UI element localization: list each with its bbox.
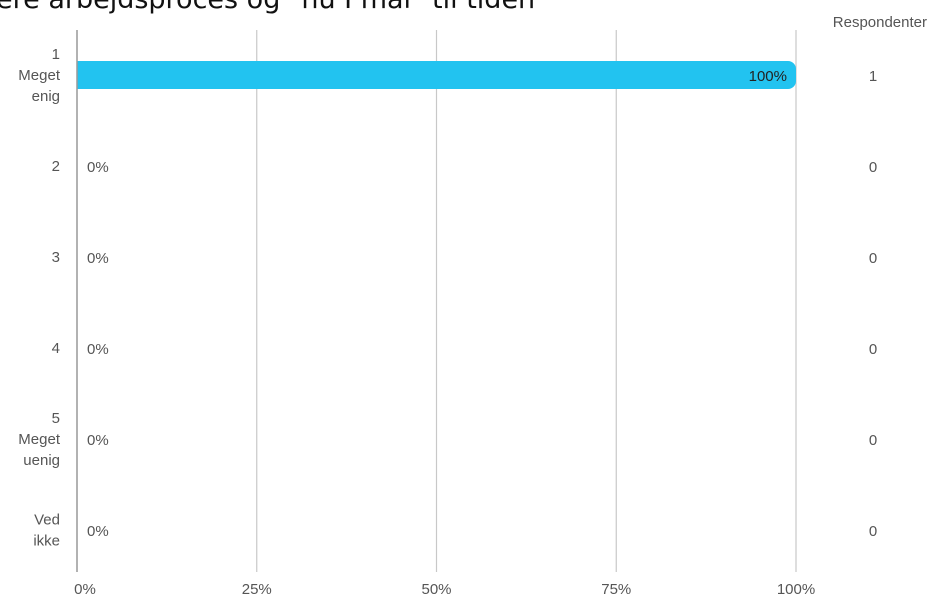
category-label-0-1: Meget (18, 67, 61, 84)
x-tick-label-2: 50% (421, 581, 451, 598)
category-label-5-1: ikke (33, 533, 60, 550)
value-label-3: 0% (87, 341, 109, 358)
value-label-2: 0% (87, 250, 109, 267)
respondent-count-3: 0 (869, 341, 877, 358)
value-label-1: 0% (87, 159, 109, 176)
category-label-3-0: 4 (52, 340, 60, 357)
chart-title: ere arbejdsproces og "nu I mål" til tide… (0, 0, 535, 13)
bar-0 (77, 61, 796, 89)
category-label-4-0: 5 (52, 410, 60, 427)
category-labels: 1 Meget enig 2 3 4 5 Meget uenig Ved ikke (18, 46, 61, 550)
bars (77, 61, 796, 89)
category-label-0-2: enig (32, 88, 60, 105)
value-label-4: 0% (87, 432, 109, 449)
x-tick-label-1: 25% (242, 581, 272, 598)
respondent-count-2: 0 (869, 250, 877, 267)
respondent-counts: 1 0 0 0 0 0 (869, 68, 877, 540)
category-label-0-0: 1 (52, 46, 60, 63)
category-label-4-1: Meget (18, 431, 61, 448)
value-labels: 100% 0% 0% 0% 0% 0% (87, 68, 787, 540)
category-label-2-0: 3 (52, 249, 60, 266)
gridlines (256, 30, 797, 572)
x-tick-labels: 0% 25% 50% 75% 100% (74, 581, 815, 598)
category-label-1-0: 2 (52, 158, 60, 175)
respondents-header: Respondenter (832, 14, 927, 31)
value-label-5: 0% (87, 523, 109, 540)
x-tick-label-3: 75% (601, 581, 631, 598)
respondent-count-0: 1 (869, 68, 877, 85)
x-tick-label-4: 100% (777, 581, 815, 598)
respondent-count-5: 0 (869, 523, 877, 540)
respondent-count-4: 0 (869, 432, 877, 449)
value-label-0: 100% (749, 68, 787, 85)
category-label-4-2: uenig (23, 452, 60, 469)
category-label-5-0: Ved (34, 512, 60, 529)
x-tick-label-0: 0% (74, 581, 96, 598)
respondent-count-1: 0 (869, 159, 877, 176)
